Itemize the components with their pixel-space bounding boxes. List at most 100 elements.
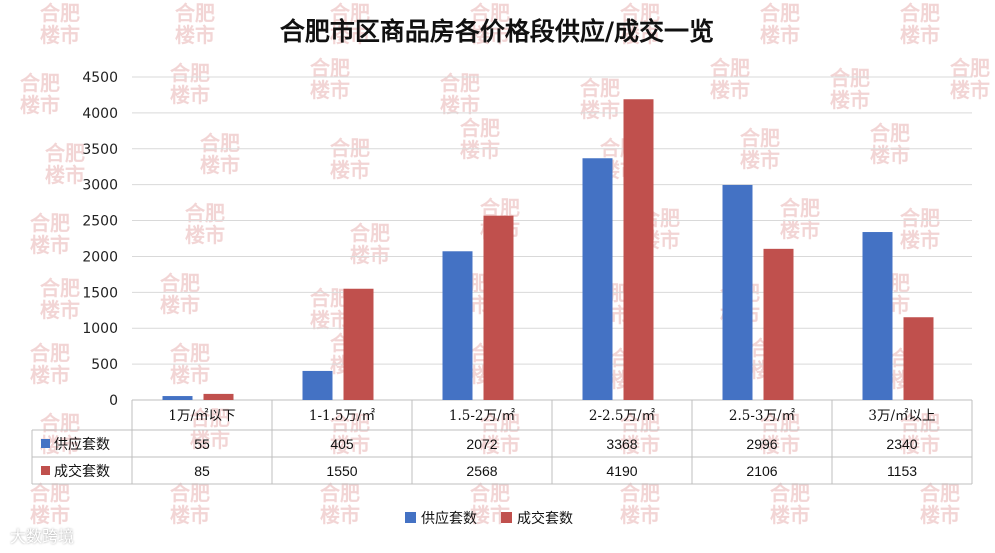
watermark-text: 合肥 xyxy=(310,56,350,80)
watermark-text: 合肥 xyxy=(30,341,70,365)
watermark-text: 合肥 xyxy=(740,126,780,150)
watermark-text: 楼市 xyxy=(330,158,370,182)
y-tick-label: 2500 xyxy=(82,214,118,230)
watermark-text: 合肥 xyxy=(950,56,990,80)
bar-deal xyxy=(763,248,794,400)
x-category-label: 2.5-3万/㎡ xyxy=(729,408,796,424)
y-tick-label: 3500 xyxy=(82,142,118,158)
watermark-text: 合肥 xyxy=(760,411,800,435)
watermark-text: 楼市 xyxy=(160,293,200,317)
watermark-text: 合肥 xyxy=(350,221,390,245)
bar-supply xyxy=(862,232,893,400)
watermark-text: 楼市 xyxy=(30,503,70,527)
watermark-text: 楼市 xyxy=(310,78,350,102)
watermark-text: 楼市 xyxy=(330,23,370,47)
watermark-text: 楼市 xyxy=(620,23,660,47)
watermark-text: 楼市 xyxy=(760,23,800,47)
watermark-text: 楼市 xyxy=(40,23,80,47)
watermark-text: 合肥 xyxy=(620,411,660,435)
watermark-text: 楼市 xyxy=(30,363,70,387)
y-tick-label: 500 xyxy=(91,357,118,373)
legend-label: 供应套数 xyxy=(421,510,477,527)
y-tick-label: 3000 xyxy=(82,178,118,194)
watermark-text: 合肥 xyxy=(40,1,80,25)
data-label: 3368 xyxy=(606,436,637,452)
watermark-text: 楼市 xyxy=(760,433,800,457)
legend: 供应套数 成交套数 xyxy=(405,510,573,527)
y-tick-label: 1000 xyxy=(82,321,118,337)
watermark-text: 楼市 xyxy=(710,78,750,102)
bar-deal xyxy=(483,215,514,400)
data-label: 2568 xyxy=(466,463,497,479)
watermark-text: 合肥 xyxy=(620,481,660,505)
y-tick-label: 1500 xyxy=(82,285,118,301)
watermark-text: 楼市 xyxy=(480,433,520,457)
watermark-text: 合肥 xyxy=(170,481,210,505)
watermark-text: 楼市 xyxy=(830,88,870,112)
watermark-text: 合肥 xyxy=(20,71,60,95)
watermark-text: 合肥 xyxy=(440,71,480,95)
watermark-text: 合肥 xyxy=(870,121,910,145)
table-row-label: 成交套数 xyxy=(54,463,110,480)
watermark-text: 合肥 xyxy=(580,76,620,100)
data-label: 2996 xyxy=(746,436,777,452)
y-tick-label: 0 xyxy=(109,393,118,409)
watermark-text: 楼市 xyxy=(440,93,480,117)
watermark-text: 合肥 xyxy=(170,341,210,365)
watermark-text: 合肥 xyxy=(330,411,370,435)
y-tick-label: 4000 xyxy=(82,106,118,122)
watermark-text: 合肥 xyxy=(900,206,940,230)
watermark-text: 合肥 xyxy=(470,1,510,25)
watermark-text: 楼市 xyxy=(620,433,660,457)
bar-deal xyxy=(343,288,374,400)
watermark-text: 合肥 xyxy=(920,481,960,505)
footer-brand: 大数跨境 xyxy=(10,523,74,547)
bar-supply xyxy=(162,396,193,400)
watermark-text: 楼市 xyxy=(200,153,240,177)
watermark-text: 楼市 xyxy=(920,503,960,527)
watermark-text: 楼市 xyxy=(740,148,780,172)
watermark-text: 合肥 xyxy=(30,481,70,505)
watermark-text: 楼市 xyxy=(170,363,210,387)
y-tick-label: 2000 xyxy=(82,249,118,265)
watermark-text: 楼市 xyxy=(330,433,370,457)
watermark-text: 合肥 xyxy=(45,141,85,165)
watermark-text: 合肥 xyxy=(160,271,200,295)
data-label: 4190 xyxy=(606,463,637,479)
watermark-text: 楼市 xyxy=(190,428,230,452)
watermark-text: 合肥 xyxy=(460,116,500,140)
watermark-text: 楼市 xyxy=(320,503,360,527)
table-row-label: 供应套数 xyxy=(54,436,110,453)
footer-brand-text: 大数跨境 xyxy=(10,527,75,546)
watermark-text: 楼市 xyxy=(40,298,80,322)
bar-supply xyxy=(582,158,613,400)
watermark-text: 合肥 xyxy=(760,1,800,25)
y-tick-label: 4500 xyxy=(82,70,118,86)
watermark-text: 楼市 xyxy=(20,93,60,117)
watermark-text: 楼市 xyxy=(950,78,990,102)
